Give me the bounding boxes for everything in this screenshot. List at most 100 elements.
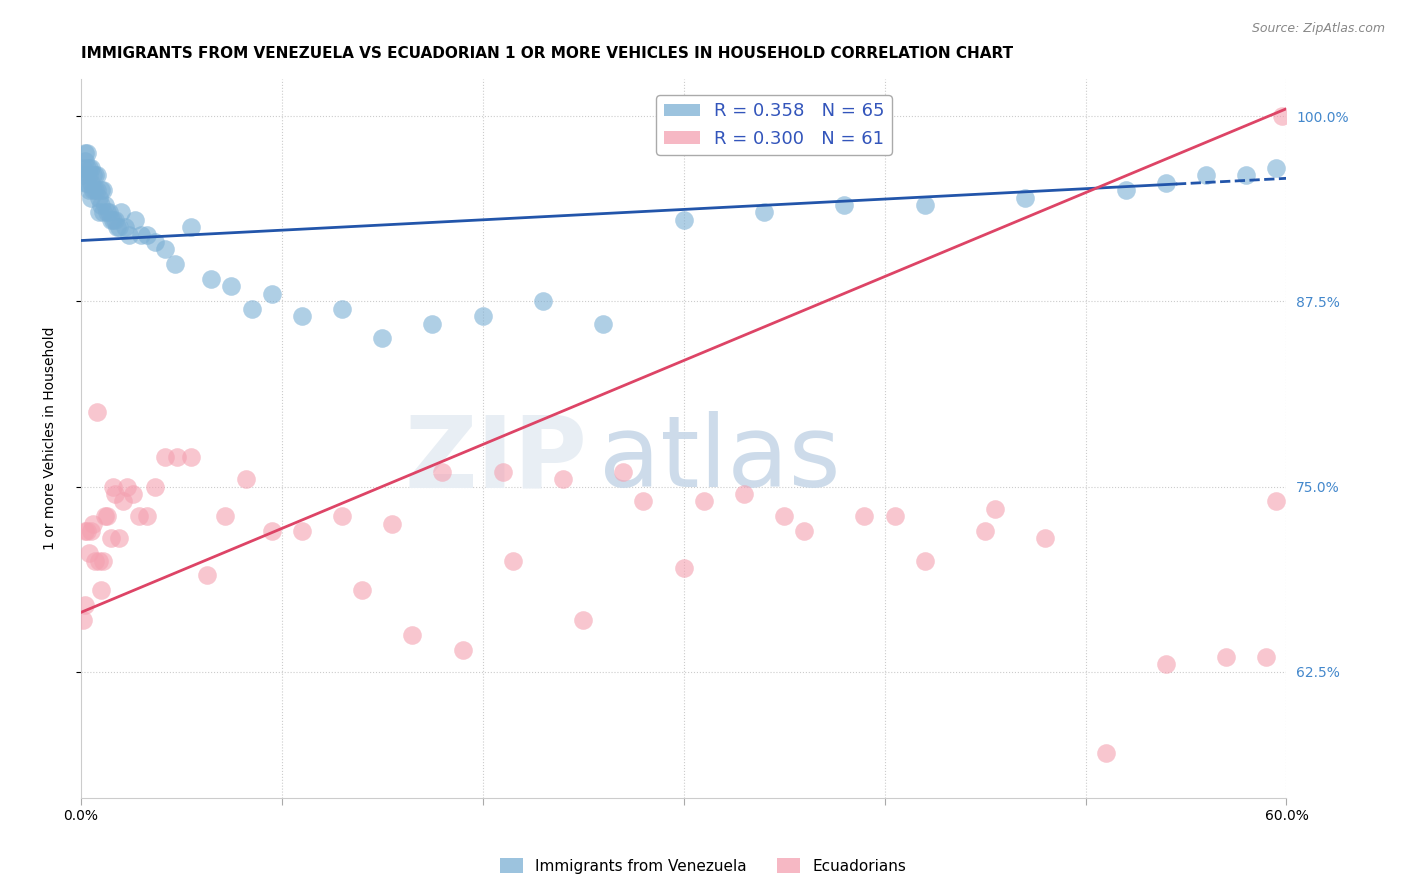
Point <box>793 524 815 538</box>
Point <box>692 494 714 508</box>
Point <box>91 553 114 567</box>
Point <box>118 227 141 242</box>
Point <box>143 479 166 493</box>
Point <box>572 613 595 627</box>
Point <box>83 183 105 197</box>
Point <box>108 220 131 235</box>
Point <box>1215 649 1237 664</box>
Point <box>502 553 524 567</box>
Text: IMMIGRANTS FROM VENEZUELA VS ECUADORIAN 1 OR MORE VEHICLES IN HOUSEHOLD CORRELAT: IMMIGRANTS FROM VENEZUELA VS ECUADORIAN … <box>80 46 1012 62</box>
Point <box>115 479 138 493</box>
Point <box>73 524 96 538</box>
Point <box>73 598 96 612</box>
Point <box>1094 746 1116 760</box>
Point <box>984 501 1007 516</box>
Point <box>104 212 127 227</box>
Point <box>129 227 152 242</box>
Point <box>72 169 94 183</box>
Point <box>432 465 454 479</box>
Point <box>422 317 444 331</box>
Text: Source: ZipAtlas.com: Source: ZipAtlas.com <box>1251 22 1385 36</box>
Point <box>76 176 98 190</box>
Point <box>401 628 423 642</box>
Point <box>143 235 166 249</box>
Point <box>221 279 243 293</box>
Point <box>76 161 98 175</box>
Point <box>94 509 117 524</box>
Point <box>73 176 96 190</box>
Point <box>200 272 222 286</box>
Point <box>492 465 515 479</box>
Point <box>153 243 176 257</box>
Point <box>86 169 108 183</box>
Point <box>72 161 94 175</box>
Point <box>86 405 108 419</box>
Point <box>97 205 120 219</box>
Point <box>1256 649 1278 664</box>
Point <box>82 183 104 197</box>
Point <box>73 153 96 168</box>
Point <box>1265 161 1288 175</box>
Point <box>260 286 283 301</box>
Point <box>86 183 108 197</box>
Point <box>104 487 127 501</box>
Point <box>834 198 856 212</box>
Point <box>76 524 98 538</box>
Point <box>1195 169 1218 183</box>
Point <box>381 516 404 531</box>
Point <box>1234 169 1257 183</box>
Point <box>90 198 112 212</box>
Point <box>166 450 188 464</box>
Point <box>1271 109 1294 123</box>
Point <box>1033 532 1056 546</box>
Point <box>1115 183 1137 197</box>
Y-axis label: 1 or more Vehicles in Household: 1 or more Vehicles in Household <box>44 326 58 550</box>
Text: atlas: atlas <box>599 411 841 508</box>
Point <box>531 294 554 309</box>
Point <box>592 317 614 331</box>
Point <box>1265 494 1288 508</box>
Point <box>91 183 114 197</box>
Legend: R = 0.358   N = 65, R = 0.300   N = 61: R = 0.358 N = 65, R = 0.300 N = 61 <box>657 95 891 154</box>
Point <box>773 509 796 524</box>
Point <box>87 205 110 219</box>
Point <box>1154 657 1177 672</box>
Point <box>883 509 905 524</box>
Point <box>100 532 122 546</box>
Point <box>82 516 104 531</box>
Point <box>165 257 187 271</box>
Point <box>371 331 394 345</box>
Point <box>101 212 124 227</box>
Point <box>114 220 136 235</box>
Point <box>83 169 105 183</box>
Point <box>87 191 110 205</box>
Point <box>914 553 936 567</box>
Point <box>101 479 124 493</box>
Point <box>1154 176 1177 190</box>
Point <box>77 546 100 560</box>
Point <box>105 220 128 235</box>
Legend: Immigrants from Venezuela, Ecuadorians: Immigrants from Venezuela, Ecuadorians <box>494 852 912 880</box>
Point <box>235 472 257 486</box>
Point <box>80 524 103 538</box>
Point <box>77 161 100 175</box>
Point <box>291 524 314 538</box>
Point <box>330 509 353 524</box>
Point <box>108 532 131 546</box>
Point <box>72 613 94 627</box>
Point <box>90 583 112 598</box>
Point <box>451 642 474 657</box>
Point <box>733 487 755 501</box>
Point <box>73 146 96 161</box>
Point <box>672 212 695 227</box>
Point <box>124 212 146 227</box>
Point <box>195 568 218 582</box>
Point <box>80 176 103 190</box>
Point <box>136 509 159 524</box>
Point <box>180 220 202 235</box>
Point <box>633 494 655 508</box>
Point <box>122 487 145 501</box>
Point <box>352 583 374 598</box>
Point <box>94 198 117 212</box>
Point <box>96 509 118 524</box>
